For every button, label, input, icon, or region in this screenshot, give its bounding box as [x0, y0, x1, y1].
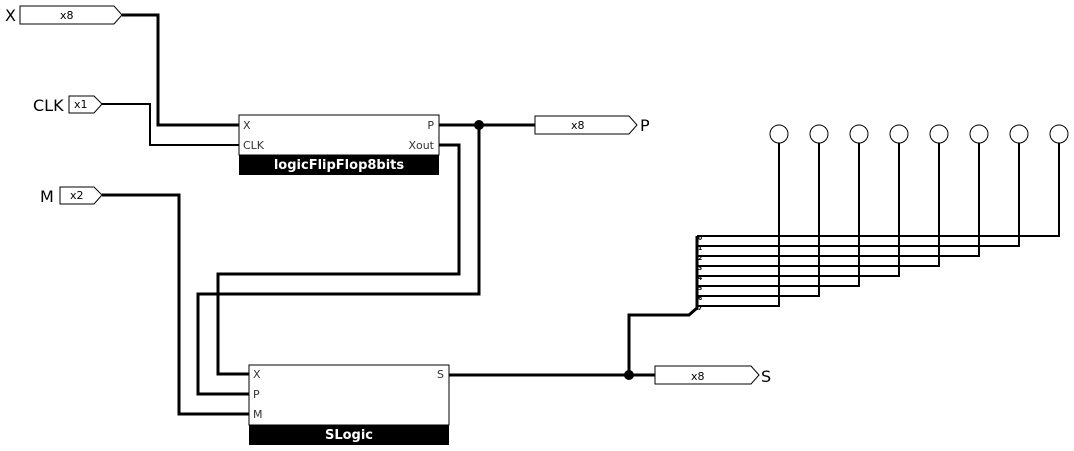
splitter-bit-3: [697, 143, 940, 267]
flipflop-port-xout: Xout: [408, 139, 434, 152]
input-pin-m-shape[interactable]: [59, 186, 103, 205]
wires: [102, 13, 1060, 416]
wire-s-to-splitter: [627, 306, 698, 375]
junction-s: [624, 370, 634, 380]
input-pin-clk-shape[interactable]: [68, 95, 103, 114]
wire-xout-to-slogic: [216, 143, 461, 376]
wire-clk-to-flipflop: [102, 103, 239, 146]
splitter-index: 3: [698, 265, 702, 272]
slogic-port-s: S: [437, 368, 444, 381]
input-pin-m-label: M: [40, 187, 54, 206]
splitter-bit-5: [697, 143, 860, 287]
output-pin-s[interactable]: x8 S: [654, 365, 771, 386]
flipflop-component[interactable]: logicFlipFlop8bits X CLK P Xout: [238, 114, 440, 175]
probe-bit-0[interactable]: [1049, 124, 1069, 144]
slogic-title-bar: [249, 425, 449, 445]
slogic-port-x: X: [253, 368, 261, 381]
output-pin-p-width: x8: [571, 119, 585, 132]
probe-bit-7[interactable]: [769, 124, 789, 144]
splitter-bit-1: [697, 143, 1020, 247]
splitter-bit-6: [697, 143, 820, 297]
probes: [769, 124, 1069, 144]
slogic-port-p: P: [253, 388, 260, 401]
slogic-title: SLogic: [325, 428, 373, 443]
input-pin-x[interactable]: X x8: [5, 5, 123, 25]
output-pin-p[interactable]: x8 P: [534, 115, 650, 135]
output-pin-s-label: S: [761, 367, 771, 386]
splitter-index: 5: [698, 285, 702, 292]
probe-bit-3[interactable]: [929, 124, 949, 144]
splitter-bit-0: [697, 143, 1060, 237]
wire-m-to-slogic: [102, 193, 249, 416]
input-pin-m-width: x2: [70, 189, 84, 202]
flipflop-title: logicFlipFlop8bits: [274, 158, 405, 173]
splitter-index: 7: [698, 305, 702, 312]
input-pin-x-label: X: [5, 6, 16, 25]
output-pin-p-label: P: [640, 116, 650, 135]
input-pin-clk-width: x1: [74, 98, 88, 111]
input-pin-clk[interactable]: CLK x1: [33, 95, 103, 115]
wire-p-feedback: [196, 125, 481, 396]
junction-p: [474, 120, 484, 130]
splitter-index: 1: [698, 245, 702, 252]
slogic-component[interactable]: SLogic X P M S: [248, 364, 450, 445]
splitter-index: 4: [698, 275, 702, 282]
splitter-labels: 0 1 2 3 4 5 6 7: [698, 235, 702, 312]
splitter-bit-4: [697, 143, 900, 277]
flipflop-port-x: X: [243, 119, 251, 132]
probe-bit-4[interactable]: [889, 124, 909, 144]
input-pin-x-width: x8: [60, 9, 74, 22]
probe-bit-2[interactable]: [969, 124, 989, 144]
slogic-port-m: M: [253, 408, 263, 421]
slogic-body[interactable]: [248, 364, 450, 426]
splitter-index: 6: [698, 295, 702, 302]
splitter-bit-7: [697, 143, 780, 307]
flipflop-port-clk: CLK: [243, 139, 265, 152]
input-pin-m[interactable]: M x2: [40, 186, 103, 206]
flipflop-body[interactable]: [238, 114, 440, 156]
flipflop-port-p: P: [427, 119, 434, 132]
splitter-bit-2: [697, 143, 980, 257]
probe-bit-5[interactable]: [849, 124, 869, 144]
input-pin-clk-label: CLK: [33, 96, 64, 115]
flipflop-title-bar: [239, 155, 439, 175]
wire-x-to-flipflop: [122, 13, 239, 127]
splitter-index: 2: [698, 255, 702, 262]
input-pin-x-shape[interactable]: [19, 5, 123, 25]
output-pin-s-width: x8: [691, 370, 705, 383]
probe-bit-1[interactable]: [1009, 124, 1029, 144]
output-pin-p-shape[interactable]: [534, 115, 638, 135]
probe-bit-6[interactable]: [809, 124, 829, 144]
output-pin-s-shape[interactable]: [654, 365, 760, 385]
splitter-index: 0: [698, 235, 702, 242]
